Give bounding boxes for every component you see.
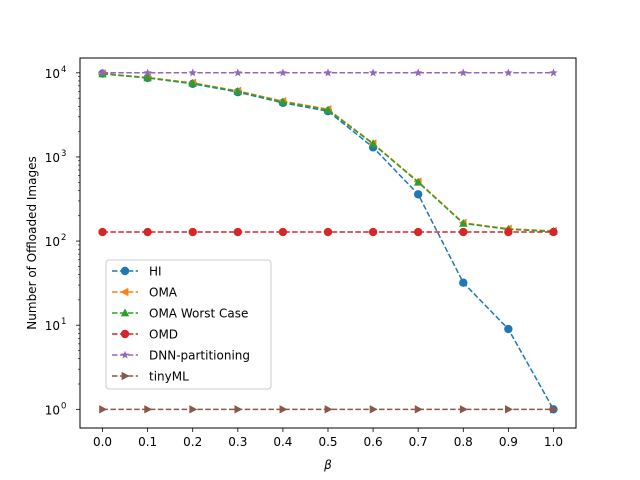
data-point-omd bbox=[233, 227, 243, 237]
legend-item-omd: OMD bbox=[112, 328, 178, 342]
series-oma-worst-case bbox=[98, 69, 558, 235]
data-point-dnn-partitioning bbox=[188, 68, 197, 77]
legend: HI OMA OMA Worst Case OMD DNN-partitioning ti… bbox=[105, 259, 272, 390]
legend-swatch-marker bbox=[121, 371, 130, 381]
data-point-tinyml bbox=[414, 405, 423, 414]
data-point-omd bbox=[188, 227, 197, 237]
legend-swatch-marker bbox=[120, 287, 129, 297]
y-tick-exponent: 0 bbox=[61, 401, 66, 411]
series-omd bbox=[98, 227, 558, 237]
data-point-hi bbox=[504, 324, 513, 334]
data-point-dnn-partitioning bbox=[143, 68, 152, 77]
y-tick-exponent: 1 bbox=[61, 317, 66, 327]
x-axis-label: β bbox=[323, 458, 332, 472]
data-point-hi bbox=[413, 190, 423, 199]
legend-label: OMD bbox=[149, 328, 178, 342]
x-tick-label: 0.0 bbox=[93, 435, 112, 449]
x-tick-label: 0.8 bbox=[454, 435, 473, 449]
data-point-dnn-partitioning bbox=[98, 68, 107, 77]
data-point-dnn-partitioning bbox=[413, 68, 423, 77]
y-tick-exponent: 4 bbox=[61, 65, 66, 75]
legend-box bbox=[105, 259, 272, 390]
data-point-omd bbox=[549, 227, 558, 237]
y-tick-label: 10 bbox=[45, 319, 60, 333]
data-point-tinyml bbox=[144, 405, 153, 414]
legend-item-oma: OMA bbox=[112, 286, 178, 300]
data-point-oma-worst-case bbox=[459, 218, 468, 227]
data-point-dnn-partitioning bbox=[323, 68, 333, 77]
data-point-omd bbox=[98, 227, 107, 237]
y-tick-label: 10 bbox=[45, 403, 60, 417]
legend-item-oma-worst-case: OMA Worst Case bbox=[112, 307, 248, 321]
y-tick-label: 10 bbox=[45, 151, 60, 165]
data-point-tinyml bbox=[459, 405, 468, 414]
series-layer bbox=[97, 68, 559, 414]
legend-swatch-marker bbox=[120, 350, 130, 359]
data-point-tinyml bbox=[505, 405, 513, 414]
series-dnn-partitioning bbox=[98, 68, 558, 77]
data-point-dnn-partitioning bbox=[368, 68, 378, 77]
data-point-omd bbox=[413, 227, 423, 237]
data-point-dnn-partitioning bbox=[278, 68, 288, 77]
data-point-tinyml bbox=[324, 405, 333, 414]
legend-item-tinyml: tinyML bbox=[112, 370, 189, 384]
legend-swatch-marker bbox=[120, 329, 130, 339]
x-tick-label: 0.2 bbox=[183, 435, 202, 449]
data-point-oma-worst-case bbox=[233, 86, 243, 95]
x-tick-label: 0.6 bbox=[364, 435, 383, 449]
data-point-tinyml bbox=[234, 405, 243, 414]
legend-item-dnn-partitioning: DNN-partitioning bbox=[112, 349, 250, 363]
y-axis-label: Number of Offloaded Images bbox=[25, 156, 39, 329]
series-oma bbox=[97, 69, 557, 236]
y-tick-exponent: 2 bbox=[61, 233, 66, 243]
data-point-tinyml bbox=[550, 405, 559, 414]
legend-label: HI bbox=[149, 265, 162, 279]
series-line-oma bbox=[102, 72, 554, 232]
data-point-omd bbox=[323, 227, 333, 237]
data-point-tinyml bbox=[369, 405, 378, 414]
y-tick-label: 10 bbox=[45, 67, 60, 81]
data-point-oma-worst-case bbox=[278, 97, 288, 106]
legend-item-hi: HI bbox=[112, 265, 162, 279]
x-axis: 0.0 0.1 0.2 0.3 0.4 0.5 0.6 0.7 0.8 0.9 1.0 bbox=[93, 428, 563, 449]
data-point-oma-worst-case bbox=[188, 78, 197, 87]
data-point-tinyml bbox=[279, 405, 288, 414]
y-tick-label: 10 bbox=[45, 235, 60, 249]
data-point-oma-worst-case bbox=[413, 177, 423, 186]
data-point-tinyml bbox=[99, 405, 108, 414]
x-tick-label: 1.0 bbox=[544, 435, 563, 449]
x-tick-label: 0.5 bbox=[318, 435, 337, 449]
data-point-omd bbox=[504, 227, 513, 237]
data-point-oma-worst-case bbox=[323, 105, 333, 114]
x-tick-label: 0.9 bbox=[499, 435, 518, 449]
x-tick-label: 0.7 bbox=[409, 435, 428, 449]
data-point-omd bbox=[278, 227, 288, 237]
data-point-dnn-partitioning bbox=[549, 68, 558, 77]
data-point-hi bbox=[459, 278, 468, 287]
legend-label: DNN-partitioning bbox=[149, 349, 250, 363]
data-point-omd bbox=[459, 227, 468, 237]
data-point-dnn-partitioning bbox=[459, 68, 468, 77]
data-point-dnn-partitioning bbox=[504, 68, 513, 77]
data-point-tinyml bbox=[189, 405, 198, 414]
legend-label: OMA bbox=[149, 286, 178, 300]
x-tick-label: 0.3 bbox=[228, 435, 247, 449]
data-point-dnn-partitioning bbox=[233, 68, 243, 77]
legend-label: OMA Worst Case bbox=[149, 307, 248, 321]
data-point-omd bbox=[368, 227, 378, 237]
series-tinyml bbox=[99, 405, 559, 414]
y-tick-exponent: 3 bbox=[61, 149, 66, 159]
x-tick-label: 0.4 bbox=[273, 435, 292, 449]
legend-label: tinyML bbox=[149, 370, 189, 384]
x-tick-label: 0.1 bbox=[138, 435, 157, 449]
legend-swatch-marker bbox=[120, 308, 130, 317]
data-point-omd bbox=[143, 227, 152, 237]
series-line-oma-worst-case bbox=[102, 73, 554, 233]
data-point-oma-worst-case bbox=[368, 139, 378, 148]
legend-swatch-marker bbox=[120, 266, 130, 276]
data-point-oma-worst-case bbox=[143, 73, 152, 82]
